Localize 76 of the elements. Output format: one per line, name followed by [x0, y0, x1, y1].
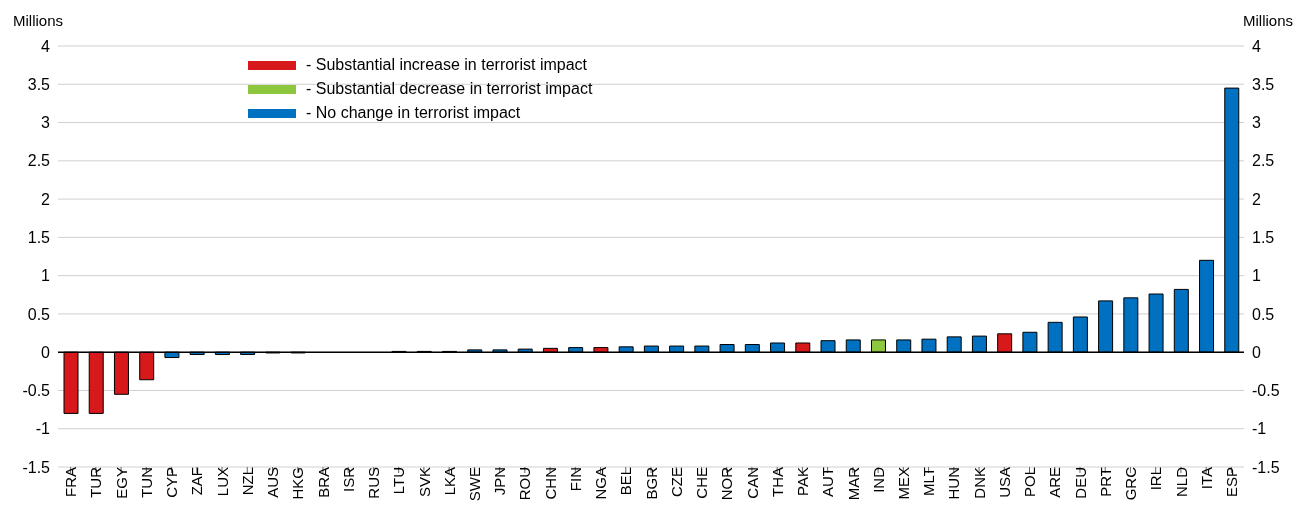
y2-tick-label: -1 — [1252, 420, 1267, 438]
y-tick-label: 1.5 — [27, 229, 51, 247]
x-tick-label: DNK — [970, 467, 988, 499]
y2-axis-title: Millions — [1242, 12, 1294, 29]
x-tick-label: AUS — [264, 467, 282, 498]
x-tick-label: TUR — [87, 466, 105, 498]
y-tick-label: 0.5 — [27, 305, 51, 323]
x-tick-label: BEL — [617, 467, 635, 496]
x-tick-label: ROU — [516, 467, 534, 501]
x-tick-label: POL — [1021, 467, 1039, 498]
x-tick-label: IND — [869, 466, 887, 493]
x-tick-label: FRA — [62, 467, 80, 497]
y-tick-label: 1 — [41, 267, 51, 285]
x-tick-label: PAK — [794, 467, 812, 496]
legend-label: - Substantial decrease in terrorist impact — [306, 79, 593, 99]
x-tick-label: IRL — [1147, 467, 1165, 491]
y2-tick-label: 2 — [1252, 190, 1261, 208]
y2-tick-label: -0.5 — [1252, 382, 1280, 400]
x-tick-label: ESP — [1223, 467, 1241, 498]
y2-tick-label: 3 — [1252, 114, 1261, 132]
x-tick-label: JPN — [491, 467, 509, 496]
x-tick-label: NGA — [592, 467, 610, 500]
legend-label: - Substantial increase in terrorist impact — [306, 55, 587, 75]
x-tick-label: RUS — [365, 467, 383, 499]
x-tick-label: MLT — [920, 467, 938, 496]
y-tick-label: 3 — [41, 114, 51, 132]
y-tick-label: -1 — [35, 420, 51, 438]
x-tick-label: BRA — [314, 467, 332, 498]
x-tick-label: CAN — [743, 467, 761, 499]
x-tick-label: CHE — [693, 467, 711, 499]
x-tick-label: AUT — [819, 467, 837, 497]
y-tick-label: 4 — [41, 37, 51, 55]
x-tick-label: CHN — [541, 467, 559, 500]
x-tick-label: LKA — [440, 467, 458, 496]
x-tick-label: DEU — [1071, 467, 1089, 499]
x-tick-label: ITA — [1197, 467, 1215, 490]
x-tick-label: NZL — [238, 467, 256, 496]
y-tick-label: -0.5 — [22, 382, 51, 400]
x-tick-label: MEX — [894, 467, 912, 500]
x-tick-label: BGR — [642, 466, 660, 500]
y-tick-label: 0 — [41, 343, 51, 361]
x-tick-label: USA — [995, 467, 1013, 498]
x-tick-label: MAR — [844, 466, 862, 501]
x-tick-label: FIN — [566, 467, 584, 492]
x-tick-label: ARE — [1046, 467, 1064, 498]
x-tick-label: SVK — [415, 467, 433, 498]
x-tick-label: EGY — [112, 467, 130, 499]
x-tick-label: THA — [768, 467, 786, 497]
y-tick-label: -1.5 — [22, 458, 51, 476]
legend-label: - No change in terrorist impact — [306, 103, 521, 123]
y2-tick-label: 4 — [1252, 37, 1261, 55]
x-tick-label: CYP — [163, 467, 181, 498]
y2-tick-label: 1.5 — [1252, 229, 1275, 247]
x-tick-label: LUX — [213, 467, 231, 497]
x-tick-label: LTU — [390, 467, 408, 495]
y2-tick-label: 3.5 — [1252, 75, 1275, 93]
x-tick-label: NOR — [718, 466, 736, 501]
y-tick-label: 3.5 — [27, 75, 51, 93]
y2-tick-label: -1.5 — [1252, 458, 1280, 476]
y2-tick-label: 0 — [1252, 343, 1261, 361]
x-tick-label: TUN — [137, 467, 155, 498]
x-tick-label: CZE — [667, 467, 685, 497]
y-tick-label: 2.5 — [27, 152, 51, 170]
x-tick-label: HKG — [289, 467, 307, 500]
y-axis-title: Millions — [12, 12, 64, 29]
x-tick-label: ISR — [339, 466, 357, 493]
y2-tick-label: 2.5 — [1252, 152, 1275, 170]
x-tick-label: NLD — [1172, 466, 1190, 498]
x-tick-label: SWE — [466, 467, 484, 502]
x-tick-label: HUN — [945, 467, 963, 500]
x-tick-label: PRT — [1096, 467, 1114, 497]
x-tick-label: ZAF — [188, 467, 206, 496]
x-tick-label: GRC — [1122, 466, 1140, 501]
y2-tick-label: 0.5 — [1252, 305, 1275, 323]
y-tick-label: 2 — [41, 190, 51, 208]
y2-tick-label: 1 — [1252, 267, 1261, 285]
